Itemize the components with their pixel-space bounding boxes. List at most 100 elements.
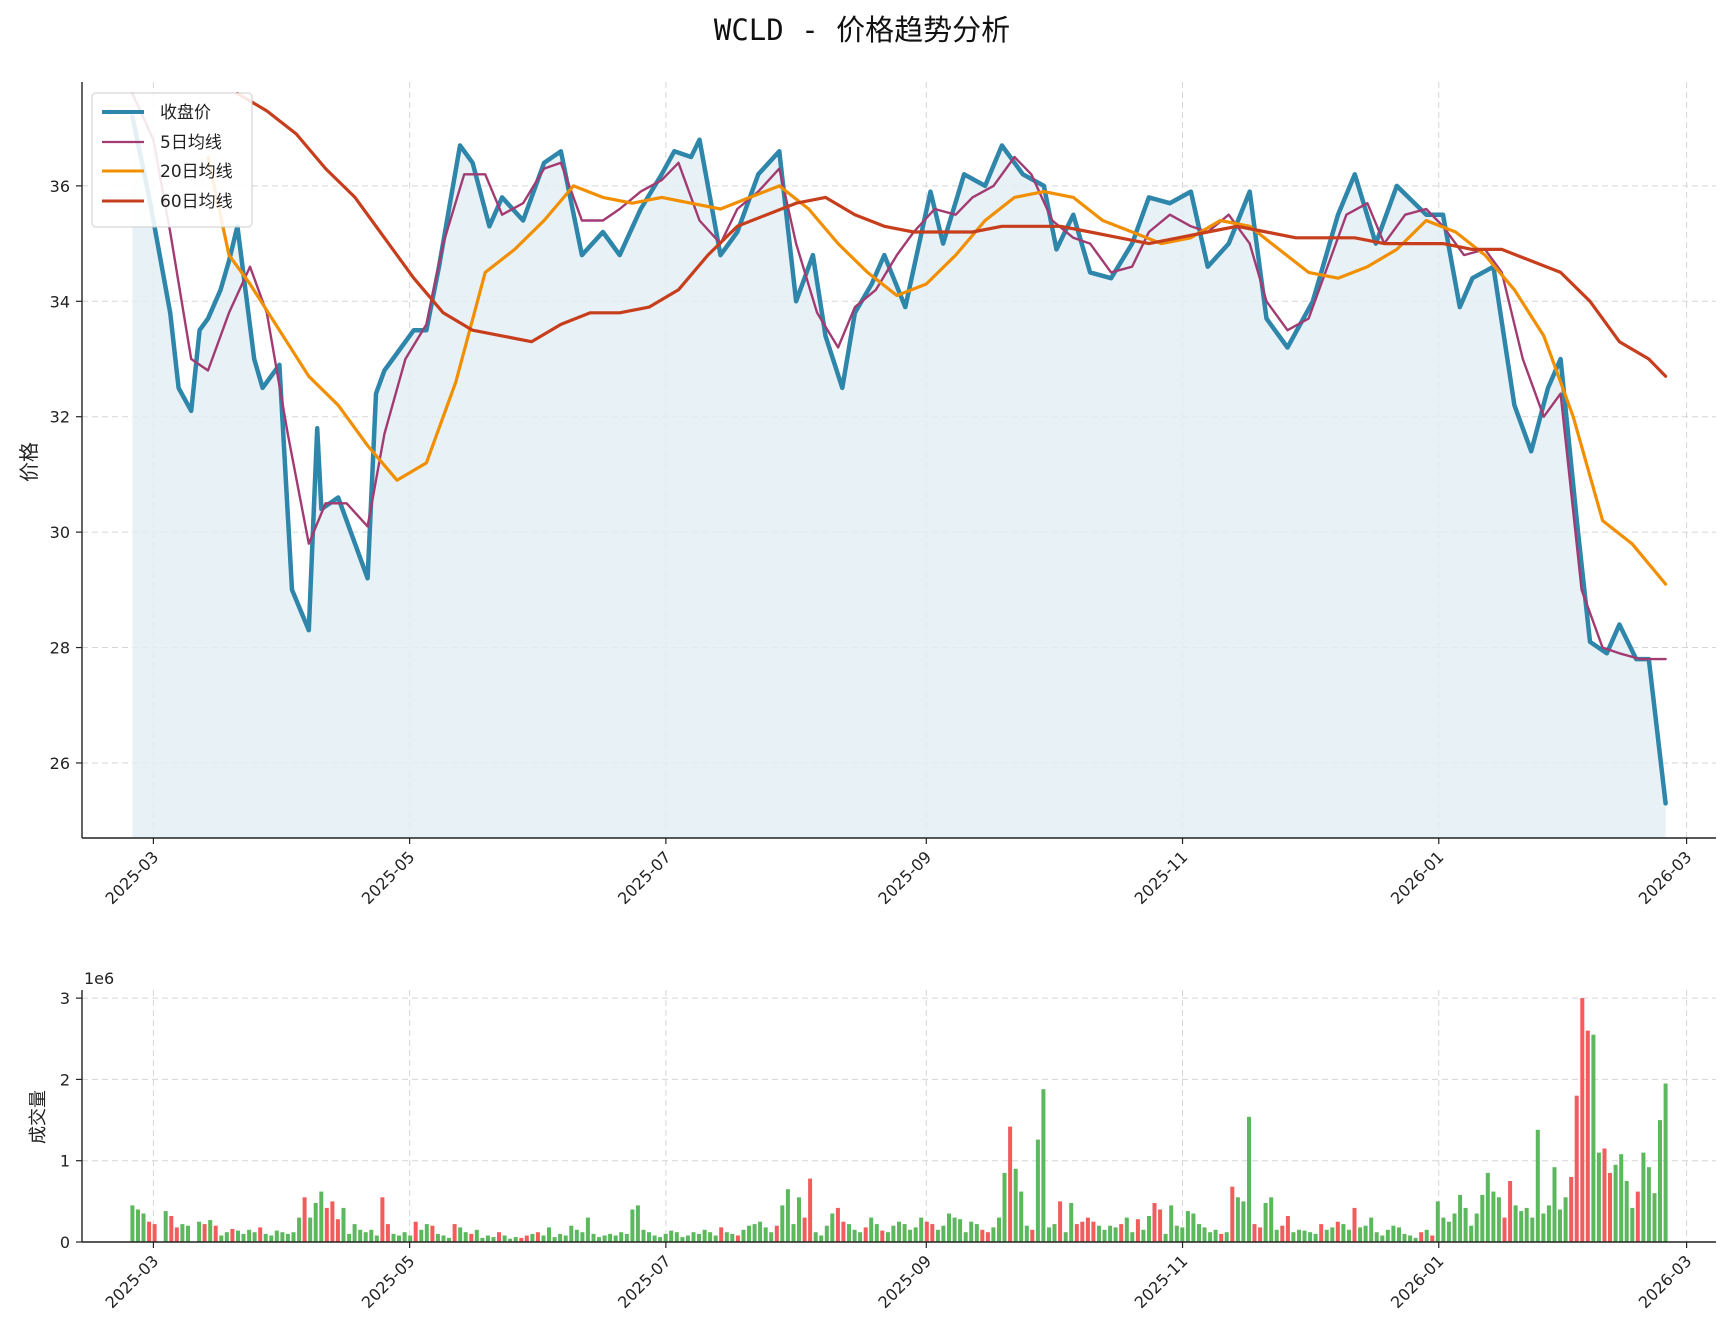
volume-bar: [785, 1189, 790, 1242]
volume-bar: [469, 1233, 474, 1242]
legend-label-ma60: 60日均线: [160, 192, 233, 212]
price-panel: 26 28 30 32 34 36 2025-03 2025-05 2025-07 2025-09…: [17, 82, 1716, 908]
volume-bar: [802, 1217, 807, 1242]
volume-bar: [1063, 1232, 1068, 1242]
price-x-tick-label: 2026-01: [1387, 847, 1448, 908]
volume-bar: [697, 1233, 701, 1242]
volume-bar: [1485, 1172, 1490, 1242]
volume-bar: [680, 1237, 685, 1242]
volume-y-tick-label: 2: [60, 1070, 70, 1089]
volume-bar: [1658, 1120, 1662, 1242]
volume-bar: [1202, 1227, 1207, 1242]
volume-bar: [880, 1230, 885, 1242]
volume-bar: [1085, 1217, 1090, 1242]
volume-bar: [1446, 1221, 1451, 1242]
volume-bar: [1652, 1193, 1657, 1242]
price-y-tick-label: 34: [50, 292, 70, 311]
volume-bar: [974, 1224, 979, 1242]
volume-bar: [1158, 1209, 1163, 1242]
volume-panel: 0 1 2 3 2025-03 2025-05 2025-07 2025-09 2025-11 2…: [28, 969, 1716, 1312]
volume-bar: [1558, 1209, 1562, 1242]
volume-bar: [408, 1235, 413, 1242]
volume-bar: [502, 1235, 507, 1242]
volume-bar: [241, 1233, 246, 1242]
volume-bar: [997, 1217, 1001, 1242]
volume-bar: [841, 1221, 846, 1242]
legend-label-close: 收盘价: [160, 103, 211, 123]
price-x-tick-label: 2025-11: [1131, 847, 1192, 908]
volume-bar: [869, 1217, 874, 1242]
volume-bar: [947, 1213, 951, 1242]
volume-bar: [1602, 1148, 1607, 1242]
volume-bar: [1002, 1172, 1007, 1242]
volume-bar: [813, 1232, 818, 1242]
volume-bar: [980, 1229, 985, 1242]
volume-bar: [1435, 1201, 1440, 1242]
volume-bar: [1424, 1229, 1429, 1242]
volume-bar: [347, 1233, 352, 1242]
volume-bar: [230, 1229, 235, 1242]
volume-bar: [758, 1221, 763, 1242]
volume-bar: [702, 1229, 707, 1242]
volume-bar: [1452, 1213, 1457, 1242]
volume-bar: [1124, 1217, 1129, 1242]
volume-bar: [952, 1217, 957, 1242]
volume-bar: [1585, 1030, 1590, 1242]
volume-bar: [1419, 1232, 1424, 1242]
volume-bar: [319, 1191, 324, 1242]
volume-bar: [1108, 1225, 1113, 1242]
volume-bar: [1008, 1126, 1013, 1242]
volume-bar: [1469, 1225, 1474, 1242]
volume-bar: [1619, 1154, 1624, 1242]
volume-bar: [141, 1213, 146, 1242]
volume-bar: [352, 1224, 357, 1242]
volume-x-tick-label: 2025-03: [102, 1251, 163, 1312]
volume-bar: [1341, 1224, 1346, 1242]
volume-bar: [547, 1227, 551, 1242]
series-line-ma5: [131, 92, 1667, 661]
volume-bar: [1374, 1232, 1379, 1242]
price-y-tick-label: 28: [50, 639, 70, 658]
volume-bar: [541, 1235, 546, 1242]
volume-bar: [485, 1235, 490, 1242]
volume-bar: [1641, 1152, 1646, 1242]
volume-bar: [630, 1209, 635, 1242]
volume-bar: [213, 1225, 218, 1242]
volume-bar: [391, 1233, 396, 1242]
volume-bar: [647, 1232, 651, 1242]
volume-bar: [1580, 998, 1585, 1242]
volume-bar: [147, 1221, 152, 1242]
volume-bar: [219, 1235, 224, 1242]
volume-bar: [1608, 1172, 1612, 1242]
volume-bar: [580, 1232, 585, 1242]
volume-bar: [569, 1225, 574, 1242]
volume-bar: [297, 1217, 302, 1242]
price-y-axis-label: 价格: [17, 442, 41, 482]
volume-bar: [385, 1224, 390, 1242]
volume-bar: [1047, 1227, 1051, 1242]
volume-bar: [513, 1237, 518, 1242]
volume-bar: [1080, 1221, 1085, 1242]
volume-bar: [1069, 1203, 1074, 1242]
volume-bar: [1219, 1233, 1224, 1242]
volume-bar: [197, 1221, 202, 1242]
volume-bar: [902, 1224, 907, 1242]
volume-bar: [885, 1232, 890, 1242]
volume-bar: [1535, 1129, 1540, 1242]
volume-bar: [1180, 1227, 1185, 1242]
volume-bar: [1285, 1216, 1290, 1242]
volume-axes: 0 1 2 3 2025-03 2025-05 2025-07 2025-09 2025-11 2…: [60, 989, 1716, 1312]
price-x-tick-label: 2025-03: [102, 847, 163, 908]
legend-label-ma20: 20日均线: [160, 162, 233, 182]
volume-bar: [1380, 1235, 1385, 1242]
volume-bar: [1258, 1227, 1263, 1242]
volume-bar: [285, 1233, 290, 1242]
volume-bar: [1491, 1191, 1496, 1242]
volume-bar: [797, 1197, 801, 1242]
volume-bar: [247, 1229, 252, 1242]
volume-bar: [1324, 1229, 1329, 1242]
volume-bar: [1413, 1237, 1418, 1242]
volume-bar: [985, 1232, 990, 1242]
volume-bar: [1313, 1233, 1318, 1242]
volume-bar: [1646, 1167, 1651, 1242]
